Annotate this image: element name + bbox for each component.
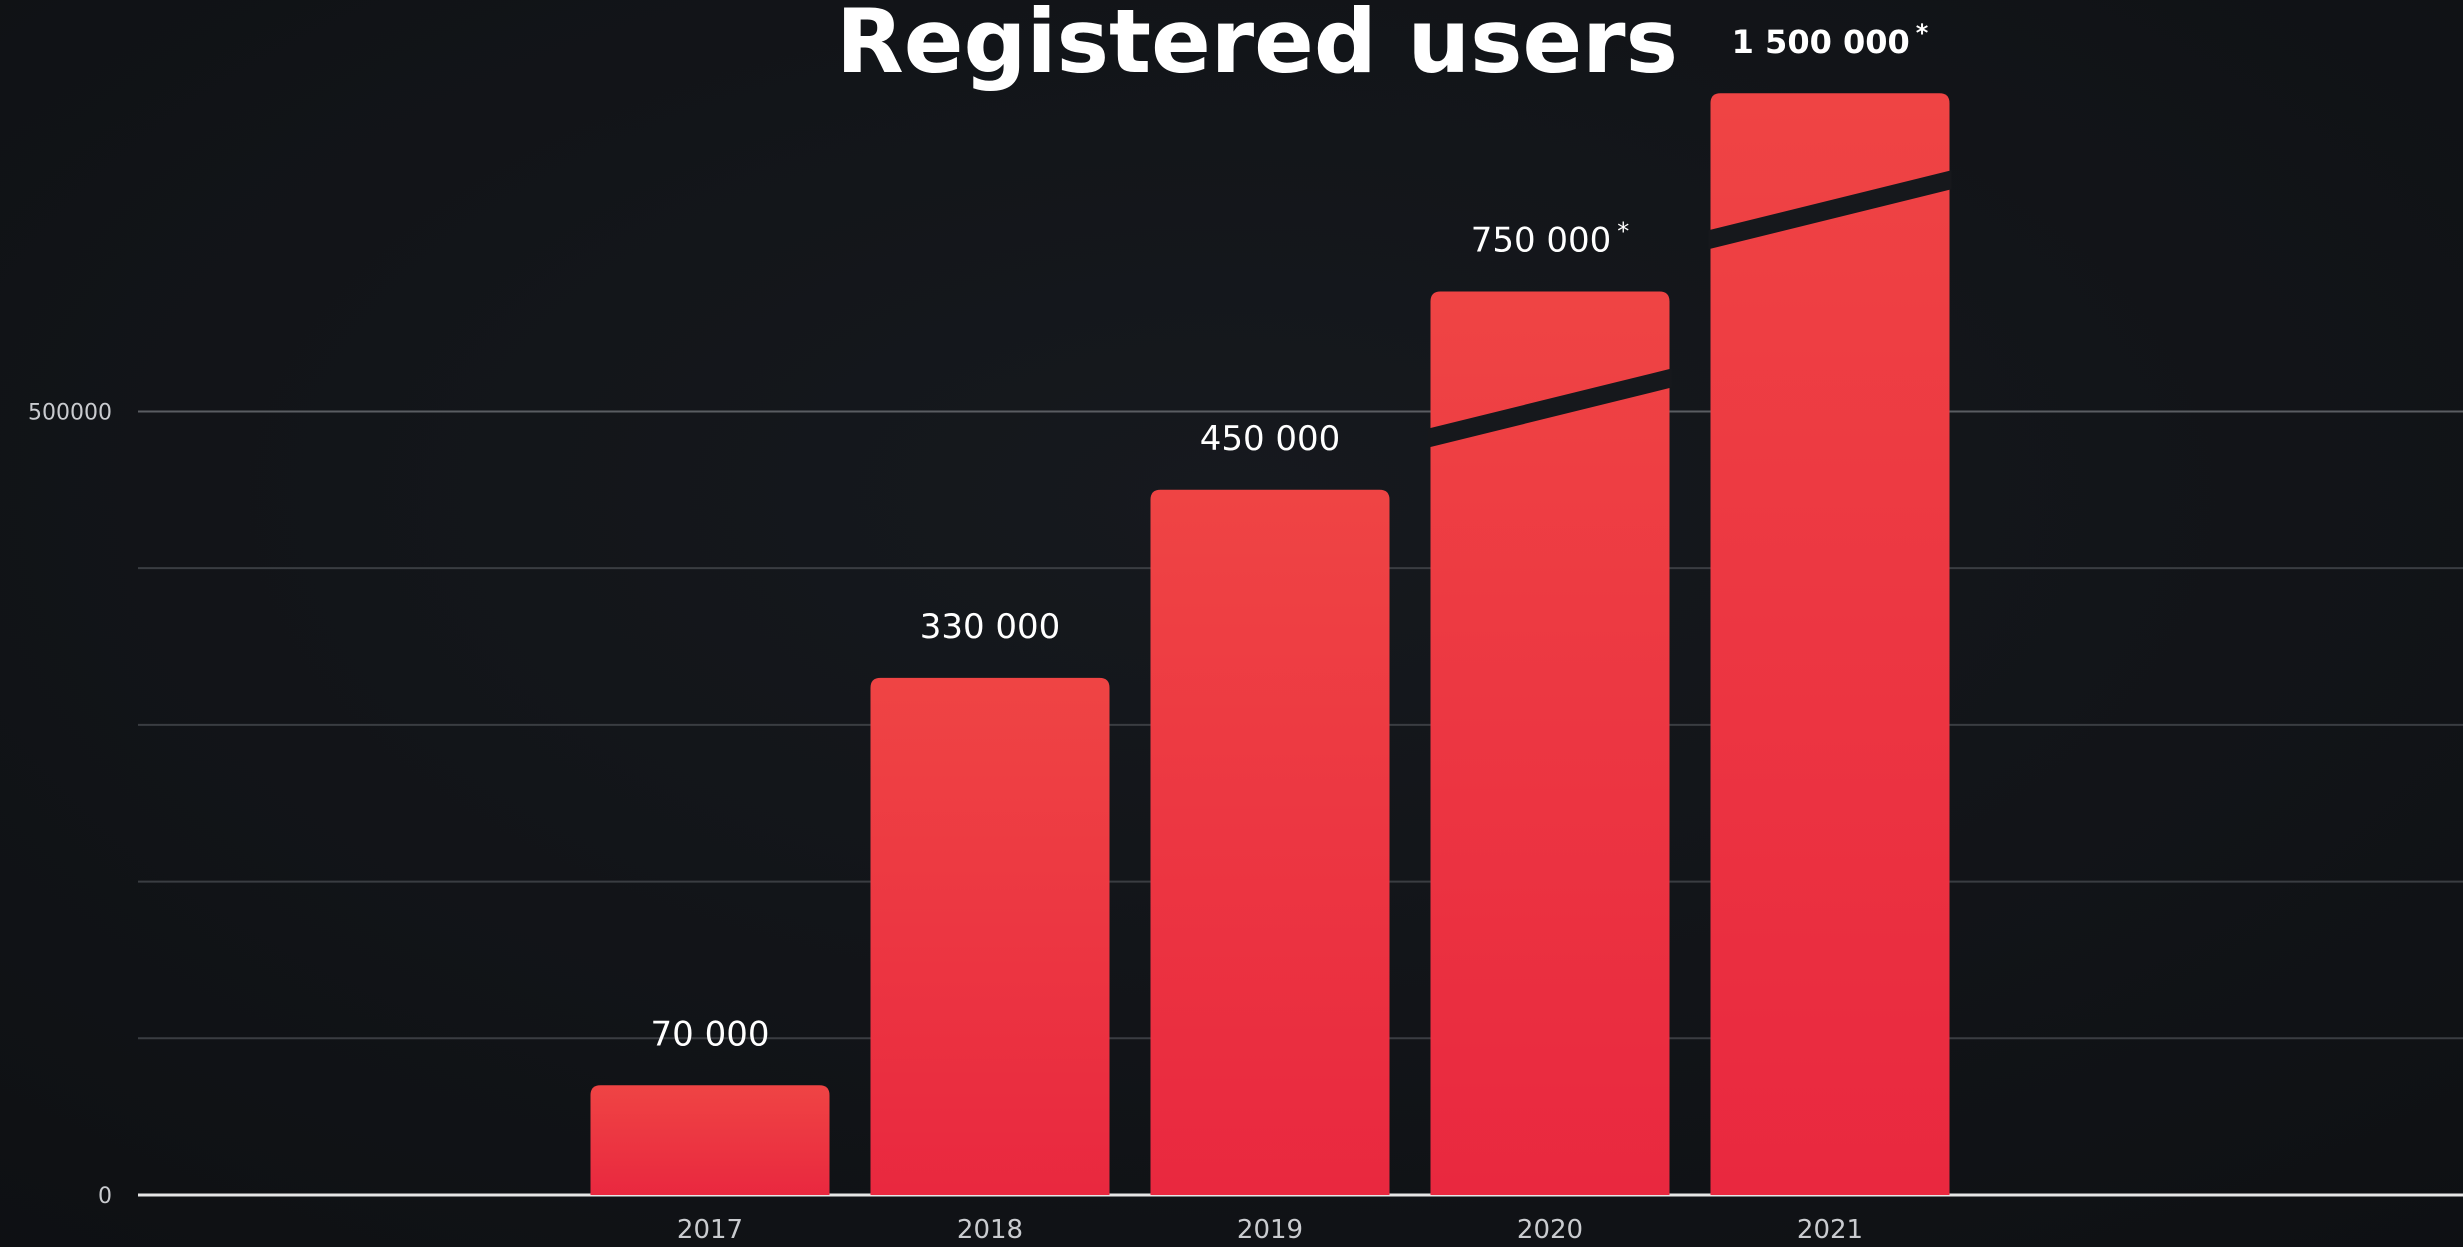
value-label-text: 750 000 [1471,221,1612,261]
value-label: 450 000 [1200,419,1341,459]
value-label: 1 500 000 * [1732,19,1929,61]
bar-group: 450 000 [1150,419,1390,1196]
bar [590,1085,830,1195]
break-marker: * [1617,218,1629,246]
value-label-text: 330 000 [920,607,1061,647]
value-label: 330 000 [920,607,1061,647]
x-tick-label: 2019 [1237,1215,1303,1245]
bar-group: 750 000 * [1428,218,1672,1195]
bar [1430,291,1670,1195]
y-tick-label: 500000 [28,400,112,425]
value-label-text: 450 000 [1200,419,1341,459]
bar-group: 330 000 [870,607,1110,1195]
bar-group: 70 000 [590,1014,830,1195]
bar [870,677,1110,1195]
x-tick-label: 2020 [1517,1215,1583,1245]
axis-break [1708,170,1952,250]
x-tick-label: 2021 [1797,1215,1863,1245]
axis-break [1428,368,1672,448]
value-label: 750 000 * [1471,218,1630,261]
bar [1710,93,1950,1196]
x-tick-label: 2017 [677,1215,743,1245]
chart-title: Registered users [836,0,1678,93]
break-marker: * [1916,19,1929,47]
value-label-text: 70 000 [651,1014,770,1054]
bar-group: 1 500 000 * [1708,19,1952,1196]
y-tick-label: 0 [98,1184,112,1209]
bar [1150,489,1390,1196]
value-label: 70 000 [651,1014,770,1054]
x-tick-label: 2018 [957,1215,1023,1245]
value-label-text: 1 500 000 [1732,23,1910,61]
